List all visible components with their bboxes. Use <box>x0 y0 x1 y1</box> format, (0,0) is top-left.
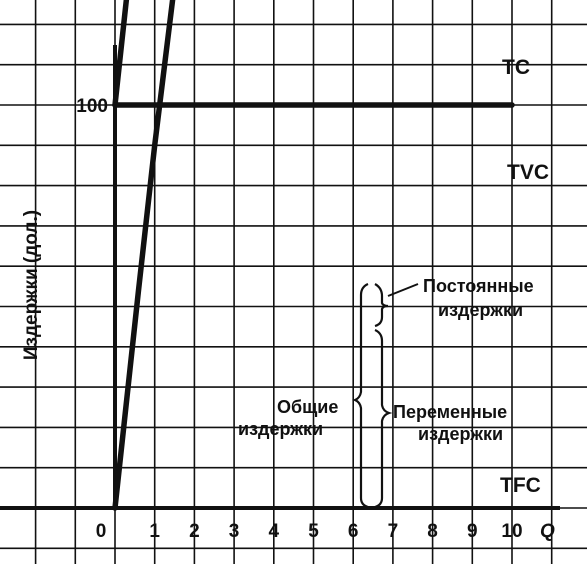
fixed-costs-label-line1: Постоянные <box>423 276 534 296</box>
total-costs-label-line1: Общие <box>277 397 338 417</box>
fixed-costs-pointer <box>387 283 419 297</box>
x-tick-label: 3 <box>229 521 240 542</box>
total-costs-brace <box>352 282 369 509</box>
variable-costs-brace <box>374 328 393 509</box>
series-label-tvc: TVC <box>507 161 549 184</box>
series-label-tc: TC <box>502 56 530 79</box>
y-tick-label: 100 <box>76 96 108 117</box>
series-lines <box>112 0 515 511</box>
axes <box>0 45 560 510</box>
variable-costs-label-line1: Переменные <box>393 402 507 422</box>
x-tick-labels: 0 1 2 3 4 5 6 7 8 9 10 <box>96 521 523 542</box>
annotations: Постоянные издержки Общие издержки Перем… <box>238 276 534 509</box>
x-axis-label: Q <box>540 521 555 542</box>
y-axis-label: Издержки (дол.) <box>21 210 42 360</box>
total-costs-label-line2: издержки <box>238 419 323 439</box>
x-tick-label: 2 <box>189 521 200 542</box>
series-label-tfc: TFC <box>500 474 541 497</box>
x-tick-label: 6 <box>348 521 359 542</box>
x-tick-label: 10 <box>501 521 522 542</box>
x-tick-label: 5 <box>308 521 319 542</box>
fixed-costs-brace <box>374 283 389 328</box>
x-tick-label: 0 <box>96 521 107 542</box>
fixed-costs-label-line2: издержки <box>438 300 523 320</box>
variable-costs-label-line2: издержки <box>418 424 503 444</box>
x-tick-label: 4 <box>269 521 280 542</box>
x-tick-label: 9 <box>467 521 478 542</box>
x-tick-label: 8 <box>427 521 438 542</box>
x-tick-label: 1 <box>149 521 160 542</box>
x-tick-label: 7 <box>388 521 399 542</box>
